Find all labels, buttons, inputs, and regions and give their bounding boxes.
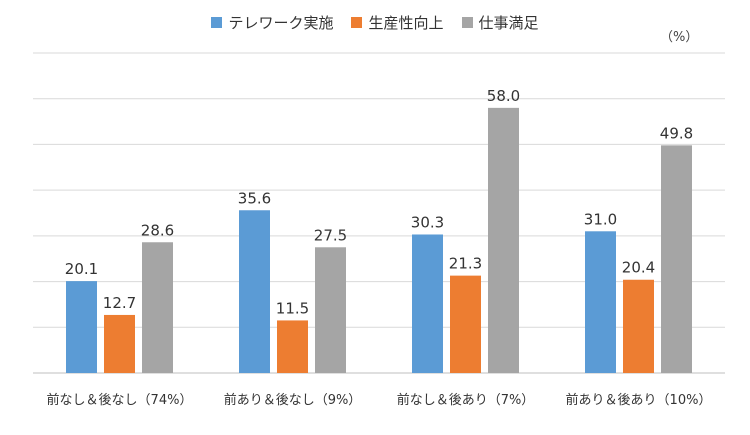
data-label: 30.3 (411, 213, 444, 231)
legend-swatch-productivity (351, 17, 363, 28)
legend-item-telework: テレワーク実施 (211, 12, 333, 33)
legend-swatch-telework (211, 17, 223, 28)
legend-label-productivity: 生産性向上 (368, 14, 444, 32)
data-label: 12.7 (103, 294, 136, 312)
category-label: 前なし＆後なし（74%） (47, 392, 193, 408)
data-label: 20.1 (65, 260, 98, 278)
bar (277, 320, 308, 373)
category-label: 前なし＆後あり（7%） (397, 392, 535, 408)
legend-label-telework: テレワーク実施 (228, 14, 334, 32)
data-label: 58.0 (487, 87, 520, 105)
legend-label-satisfaction: 仕事満足 (478, 14, 539, 32)
bar (239, 210, 270, 373)
legend-item-productivity: 生産性向上 (351, 12, 444, 33)
category-label: 前あり＆後なし（9%） (224, 392, 362, 408)
chart-legend: テレワーク実施 生産性向上 仕事満足 (0, 12, 750, 33)
bar (412, 234, 443, 373)
bar (104, 314, 135, 373)
category-label: 前あり＆後あり（10%） (566, 392, 712, 408)
data-label: 35.6 (238, 189, 271, 207)
data-label: 27.5 (314, 226, 347, 244)
legend-item-satisfaction: 仕事満足 (461, 12, 539, 33)
bar (450, 275, 481, 373)
bar (315, 247, 346, 373)
bar (623, 279, 654, 373)
data-label: 49.8 (660, 124, 693, 142)
bar (661, 145, 692, 373)
bar (142, 242, 173, 373)
bar (488, 107, 519, 373)
legend-swatch-satisfaction (461, 17, 473, 28)
bar (66, 281, 97, 373)
data-label: 31.0 (584, 210, 617, 228)
unit-label: （%） (660, 30, 699, 45)
data-label: 20.4 (622, 259, 655, 277)
data-label: 11.5 (276, 299, 309, 317)
data-label: 28.6 (141, 221, 174, 239)
bar (585, 231, 616, 373)
data-label: 21.3 (449, 255, 482, 273)
